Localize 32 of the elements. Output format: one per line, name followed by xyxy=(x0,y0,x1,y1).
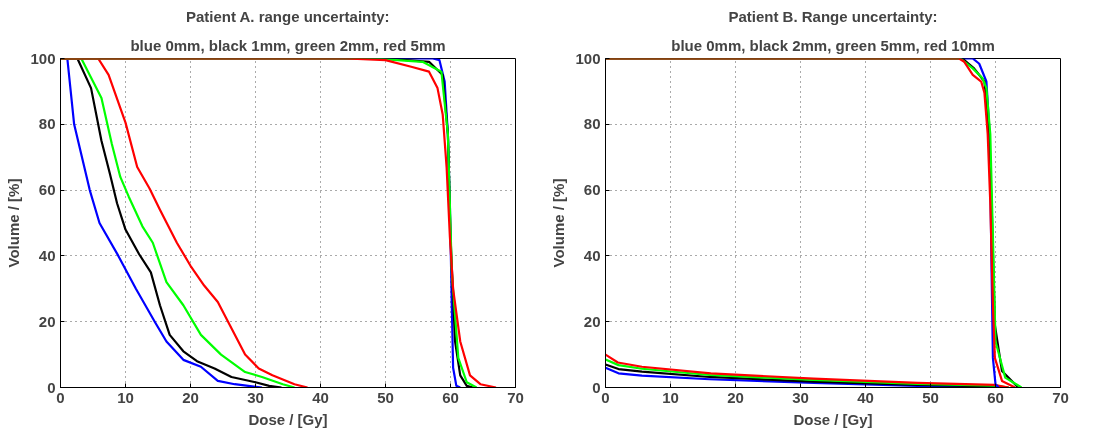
x-tick-label: 10 xyxy=(117,388,134,406)
x-tick-label: 20 xyxy=(727,388,744,406)
x-tick-label: 70 xyxy=(507,388,524,406)
x-tick-label: 20 xyxy=(182,388,199,406)
y-tick-label: 60 xyxy=(38,181,56,199)
x-tick-label: 30 xyxy=(247,388,264,406)
x-tick-label: 70 xyxy=(1052,388,1069,406)
y-tick-label: 100 xyxy=(30,49,56,67)
y-axis-title: Volume / [%] xyxy=(5,178,23,268)
y-tick-label: 40 xyxy=(583,246,601,264)
x-tick-label: 30 xyxy=(792,388,809,406)
chart-title: Patient B. Range uncertainty: xyxy=(728,7,938,25)
chart-subtitle: blue 0mm, black 2mm, green 5mm, red 10mm xyxy=(671,36,995,54)
x-tick-label: 60 xyxy=(442,388,459,406)
x-axis-title: Dose / [Gy] xyxy=(793,410,873,428)
x-tick-label: 40 xyxy=(857,388,874,406)
chart-subtitle: blue 0mm, black 1mm, green 2mm, red 5mm xyxy=(130,36,446,54)
y-tick-label: 80 xyxy=(583,115,601,133)
x-tick-label: 40 xyxy=(312,388,329,406)
y-tick-label: 40 xyxy=(38,246,56,264)
y-tick-label: 20 xyxy=(583,312,601,330)
y-axis-title: Volume / [%] xyxy=(550,178,568,268)
y-tick-label: 20 xyxy=(38,312,56,330)
x-tick-label: 60 xyxy=(987,388,1004,406)
y-tick-label: 80 xyxy=(38,115,56,133)
x-tick-label: 50 xyxy=(922,388,939,406)
x-axis-title: Dose / [Gy] xyxy=(248,410,328,428)
x-tick-label: 10 xyxy=(662,388,679,406)
chart-title: Patient A. range uncertainty: xyxy=(185,7,390,25)
x-tick-label: 50 xyxy=(377,388,394,406)
y-tick-label: 100 xyxy=(575,49,601,67)
y-tick-label: 60 xyxy=(583,181,601,199)
